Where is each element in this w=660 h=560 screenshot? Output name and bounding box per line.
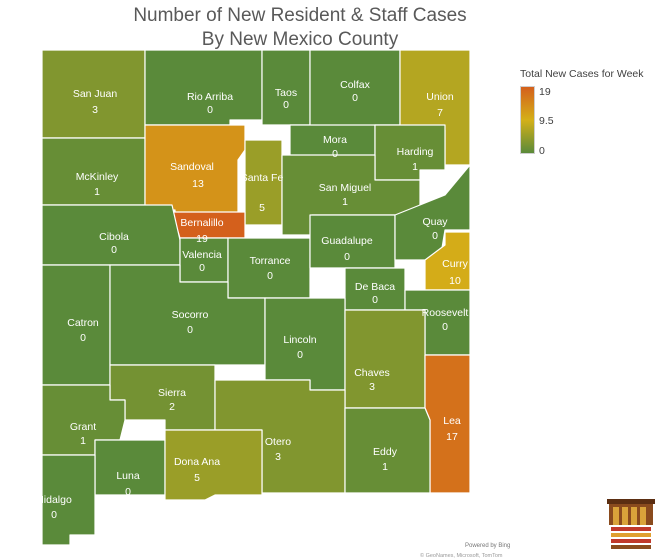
- county-chaves[interactable]: [344, 309, 426, 409]
- county-name-colfax: Colfax: [340, 79, 371, 91]
- county-name-curry: Curry: [442, 258, 468, 270]
- county-name-mora: Mora: [323, 134, 347, 146]
- county-value-cibola: 0: [111, 244, 117, 256]
- county-value-rio-arriba: 0: [207, 104, 213, 116]
- county-value-san-miguel: 1: [342, 196, 348, 208]
- county-dona-ana[interactable]: [164, 429, 263, 501]
- county-value-sandoval: 13: [192, 178, 204, 190]
- county-name-torrance: Torrance: [250, 255, 291, 267]
- map-subtitle: By New Mexico County: [201, 29, 399, 50]
- county-name-san-juan: San Juan: [73, 88, 118, 100]
- county-value-chaves: 3: [369, 381, 375, 393]
- county-value-de-baca: 0: [372, 294, 378, 306]
- county-name-cibola: Cibola: [99, 231, 129, 243]
- county-value-torrance: 0: [267, 270, 273, 282]
- county-hidalgo[interactable]: [41, 454, 96, 546]
- county-name-chaves: Chaves: [354, 367, 390, 379]
- county-name-bernalillo: Bernalillo: [180, 217, 223, 229]
- legend-mid-label: 9.5: [539, 115, 554, 127]
- county-rio-arriba[interactable]: [144, 49, 263, 126]
- county-name-eddy: Eddy: [373, 446, 398, 458]
- county-value-catron: 0: [80, 332, 86, 344]
- county-name-sierra: Sierra: [158, 387, 186, 399]
- county-name-lea: Lea: [443, 415, 461, 427]
- county-value-roosevelt: 0: [442, 321, 448, 333]
- county-name-sandoval: Sandoval: [170, 161, 214, 173]
- nm-aging-logo: [607, 499, 655, 549]
- county-value-harding: 1: [412, 161, 418, 173]
- county-value-colfax: 0: [352, 92, 358, 104]
- county-name-union: Union: [426, 91, 454, 103]
- legend-title: Total New Cases for Week: [520, 68, 644, 80]
- county-name-otero: Otero: [265, 436, 291, 448]
- county-name-mckinley: McKinley: [76, 171, 119, 183]
- county-name-santa-fe: Santa Fe: [241, 172, 284, 184]
- legend-color-scale: [520, 86, 535, 154]
- county-value-eddy: 1: [382, 461, 388, 473]
- map-title: Number of New Resident & Staff Cases: [133, 5, 467, 26]
- county-name-luna: Luna: [116, 470, 140, 482]
- county-name-lincoln: Lincoln: [283, 334, 316, 346]
- county-name-guadalupe: Guadalupe: [321, 235, 373, 247]
- county-value-santa-fe: 5: [259, 202, 265, 214]
- county-santa-fe[interactable]: [244, 139, 283, 226]
- powered-by-bing: Powered by Bing: [465, 543, 511, 549]
- county-name-taos: Taos: [275, 87, 297, 99]
- county-name-quay: Quay: [422, 216, 448, 228]
- legend-max-label: 19: [539, 86, 551, 98]
- county-name-harding: Harding: [397, 146, 434, 158]
- county-value-lea: 17: [446, 431, 458, 443]
- county-value-otero: 3: [275, 451, 281, 463]
- county-value-union: 7: [437, 107, 443, 119]
- county-value-curry: 10: [449, 275, 461, 287]
- county-value-san-juan: 3: [92, 104, 98, 116]
- county-value-mckinley: 1: [94, 186, 100, 198]
- county-value-dona-ana: 5: [194, 472, 200, 484]
- county-name-catron: Catron: [67, 317, 99, 329]
- county-value-valencia: 0: [199, 262, 205, 274]
- map-credit: © GeoNames, Microsoft, TomTom: [420, 553, 503, 559]
- county-value-bernalillo: 19: [196, 233, 208, 245]
- county-name-roosevelt: Roosevelt: [422, 307, 469, 319]
- county-value-luna: 0: [125, 486, 131, 498]
- county-name-san-miguel: San Miguel: [319, 182, 372, 194]
- county-name-dona-ana: Dona Ana: [174, 456, 220, 468]
- county-value-grant: 1: [80, 435, 86, 447]
- county-value-mora: 0: [332, 148, 338, 160]
- county-name-rio-arriba: Rio Arriba: [187, 91, 233, 103]
- county-value-lincoln: 0: [297, 349, 303, 361]
- county-value-socorro: 0: [187, 324, 193, 336]
- county-name-valencia: Valencia: [182, 249, 222, 261]
- county-quay[interactable]: [394, 164, 471, 261]
- county-eddy[interactable]: [344, 407, 431, 494]
- county-value-sierra: 2: [169, 401, 175, 413]
- county-value-guadalupe: 0: [344, 251, 350, 263]
- county-name-socorro: Socorro: [172, 309, 209, 321]
- county-torrance[interactable]: [227, 237, 311, 299]
- county-name-hidalgo: Hidalgo: [36, 494, 72, 506]
- legend-min-label: 0: [539, 145, 545, 157]
- county-name-grant: Grant: [70, 421, 96, 433]
- county-value-quay: 0: [432, 230, 438, 242]
- county-value-taos: 0: [283, 99, 289, 111]
- county-name-de-baca: De Baca: [355, 281, 395, 293]
- county-value-hidalgo: 0: [51, 509, 57, 521]
